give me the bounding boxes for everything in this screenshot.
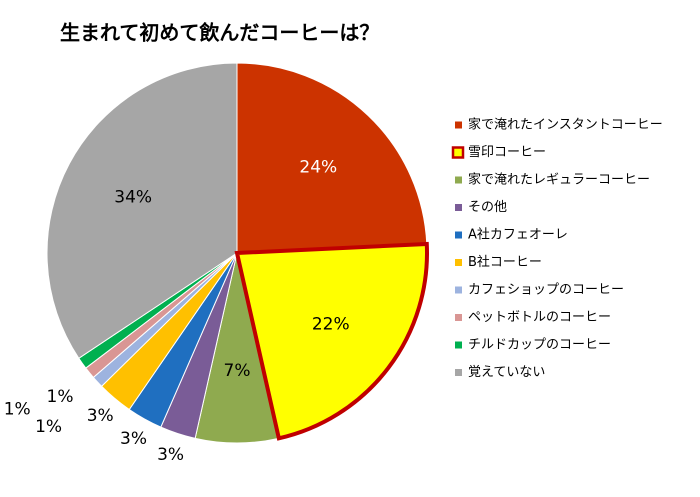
data-label: 3% (157, 445, 184, 465)
data-label: 1% (35, 417, 62, 437)
legend-label: ペットボトルのコーヒー (468, 310, 611, 325)
legend-label: 家で淹れたインスタントコーヒー (468, 117, 663, 133)
data-label: 24% (299, 158, 337, 178)
legend-label: 家で淹れたレギュラーコーヒー (468, 172, 650, 188)
legend-label: カフェショップのコーヒー (468, 283, 624, 298)
legend-marker (455, 314, 462, 321)
legend-marker (455, 231, 462, 239)
legend-marker (455, 204, 462, 211)
data-label: 3% (87, 406, 114, 426)
legend-label: チルドカップのコーヒー (468, 338, 611, 353)
legend-label: 雪印コーヒー (468, 145, 546, 160)
legend-marker (455, 286, 462, 294)
pie-slice (234, 241, 429, 441)
legend-marker (455, 176, 462, 184)
legend-marker (455, 341, 462, 349)
data-label: 1% (47, 387, 74, 407)
legend-marker (455, 369, 462, 376)
chart-title: 生まれて初めて飲んだコーヒーは？ (60, 21, 379, 45)
data-label: 7% (224, 361, 251, 381)
legend-marker (451, 146, 465, 159)
data-label: 3% (120, 429, 147, 449)
data-label: 34% (114, 187, 152, 207)
legend-label: 覚えていない (468, 365, 545, 380)
data-label: 22% (312, 314, 350, 334)
legend-label: A社カフェオーレ (468, 227, 568, 243)
data-label: 1% (4, 399, 31, 419)
pie-slice (236, 62, 428, 254)
legend-label: B社コーヒー (468, 254, 542, 270)
legend-label: その他 (468, 200, 507, 215)
pie-slice (46, 62, 238, 359)
legend-marker (455, 259, 462, 266)
legend-marker (455, 121, 462, 129)
